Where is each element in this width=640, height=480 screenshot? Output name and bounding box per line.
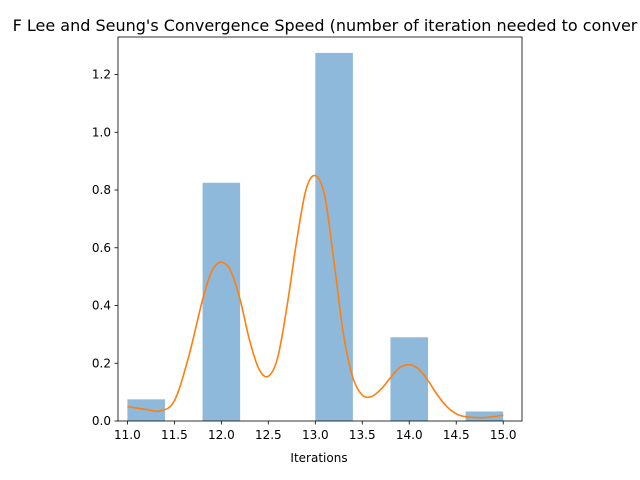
x-tick-label: 11.5 (161, 428, 188, 442)
x-tick-label: 14.0 (396, 428, 423, 442)
x-tick-label: 15.0 (490, 428, 517, 442)
x-tick-label: 13.5 (349, 428, 376, 442)
x-tick-label: 12.5 (255, 428, 282, 442)
plot-frame (117, 36, 523, 422)
bars-layer (127, 52, 504, 421)
y-tick-label: 0.4 (92, 299, 111, 313)
chart-title: F Lee and Seung's Convergence Speed (num… (13, 16, 638, 35)
y-tick-label: 0.0 (92, 414, 111, 428)
x-tick-label: 11.0 (114, 428, 141, 442)
x-tick-label: 12.0 (208, 428, 235, 442)
x-axis-label: Iterations (290, 451, 347, 465)
y-tick-label: 1.0 (92, 125, 111, 139)
y-tick-label: 1.2 (92, 68, 111, 82)
density-curve-line (127, 174, 504, 419)
density-curve-layer (127, 174, 504, 419)
x-tick-label: 14.5 (443, 428, 470, 442)
histogram-bar-4 (465, 411, 504, 421)
y-tick-label: 0.2 (92, 356, 111, 370)
y-tick-label: 0.6 (92, 241, 111, 255)
histogram-bar-1 (202, 182, 241, 421)
ticks-layer: 11.0 11.5 12.0 12.5 13.0 13.5 14.0 14.5 15.0 0.0 0… (92, 68, 517, 442)
histogram-bar-3 (390, 337, 429, 421)
histogram-bar-2 (315, 52, 353, 421)
axes-layer (117, 36, 523, 422)
y-tick-label: 0.8 (92, 183, 111, 197)
x-tick-label: 13.0 (302, 428, 329, 442)
